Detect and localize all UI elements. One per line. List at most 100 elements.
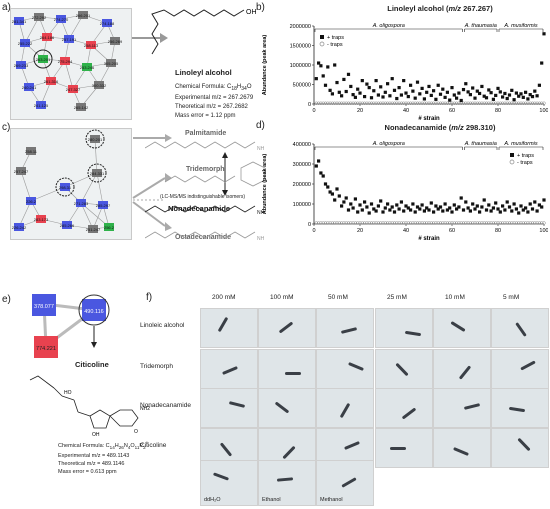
point-plus-traps — [314, 164, 318, 168]
species-label: A. thaumasia — [464, 141, 497, 147]
point-minus-traps — [411, 221, 415, 225]
point-plus-traps — [455, 96, 459, 100]
nh2-label-1: NH — [257, 146, 265, 152]
formula-sub2: 34 — [241, 86, 247, 93]
nematode — [278, 321, 294, 334]
point-plus-traps — [381, 210, 385, 214]
node-378 — [32, 294, 56, 316]
nematode — [517, 437, 531, 452]
point-minus-traps — [330, 221, 335, 225]
point-plus-traps — [475, 89, 479, 93]
point-plus-traps — [323, 83, 328, 87]
worm-micrograph — [375, 308, 433, 348]
point-minus-traps — [413, 101, 417, 105]
network-node — [36, 215, 46, 223]
label-490: 490.116 — [84, 309, 103, 315]
point-plus-traps — [480, 84, 484, 89]
point-plus-traps — [353, 197, 357, 201]
legend-marker-plus-traps — [320, 35, 324, 39]
network-node-label: 274.270 — [54, 17, 69, 22]
point-plus-traps — [333, 198, 337, 202]
point-minus-traps — [533, 101, 537, 105]
point-plus-traps — [351, 206, 355, 210]
point-minus-traps — [487, 221, 491, 225]
y-tick-label: 500000 — [293, 83, 311, 89]
candidate-structures: NH NH NH — [145, 141, 266, 242]
network-graph-a: 281.341 272.292 274.270 266.201 274.188 255.2… — [12, 11, 123, 111]
point-minus-traps — [413, 221, 417, 225]
point-plus-traps — [358, 203, 362, 207]
network-node — [90, 135, 100, 143]
network-node — [64, 35, 74, 43]
network-node-label: 258.113 — [84, 43, 99, 48]
point-plus-traps — [337, 194, 341, 198]
worm-image-grid: 200 mM 100 mM 50 mM 25 mM 10 mM 5 mM Linoleic … — [140, 292, 550, 507]
point-minus-traps — [431, 221, 436, 225]
point-plus-traps — [321, 174, 325, 178]
point-minus-traps — [314, 101, 318, 105]
network-node — [16, 61, 26, 69]
point-minus-traps — [323, 101, 328, 105]
point-minus-traps — [323, 221, 328, 225]
point-minus-traps — [441, 221, 445, 225]
point-plus-traps — [349, 84, 353, 89]
point-minus-traps — [360, 221, 364, 225]
point-minus-traps — [540, 221, 544, 225]
point-plus-traps — [429, 93, 433, 98]
formula-e-sub5: 2 — [143, 444, 146, 450]
point-plus-traps — [402, 79, 406, 83]
network-node — [106, 59, 116, 67]
worm-micrograph — [258, 308, 316, 348]
legend-label-minus-traps: - traps — [517, 160, 533, 166]
nematode — [228, 401, 246, 408]
point-minus-traps — [464, 221, 468, 225]
point-plus-traps — [503, 91, 507, 96]
point-plus-traps — [356, 210, 360, 214]
network-node — [88, 225, 98, 233]
point-minus-traps — [535, 101, 539, 105]
point-plus-traps — [432, 210, 436, 214]
point-minus-traps — [404, 101, 408, 105]
network-node-label: 283.173 — [34, 217, 49, 222]
network-node-label: 284.331 — [90, 171, 105, 176]
point-minus-traps — [517, 101, 521, 105]
chart-d-title-pre: Nonadecanamide ( — [384, 123, 452, 132]
point-plus-traps — [372, 207, 376, 211]
point-minus-traps — [402, 221, 406, 225]
control-label: ddH₂O — [204, 497, 221, 503]
point-minus-traps — [358, 221, 362, 225]
y-tick-label: 1500000 — [290, 44, 311, 50]
point-plus-traps — [411, 89, 415, 93]
formula-mid: H — [236, 84, 242, 90]
network-node-label: 247.327 — [66, 87, 81, 92]
control-label: Ethanol — [262, 497, 281, 503]
point-minus-traps — [434, 221, 438, 225]
worm-micrograph — [316, 308, 374, 348]
point-minus-traps — [367, 101, 371, 105]
point-plus-traps — [519, 92, 523, 96]
network-node — [76, 199, 86, 207]
point-minus-traps — [351, 221, 355, 225]
point-minus-traps — [388, 101, 392, 105]
point-plus-traps — [533, 89, 537, 93]
worm-micrograph — [258, 349, 316, 389]
point-plus-traps — [464, 82, 468, 86]
point-plus-traps — [448, 206, 452, 210]
point-plus-traps — [498, 210, 502, 214]
point-minus-traps — [314, 221, 318, 225]
point-minus-traps — [452, 101, 456, 105]
network-node — [36, 101, 46, 109]
point-minus-traps — [406, 101, 410, 105]
point-plus-traps — [466, 90, 470, 94]
point-plus-traps — [528, 93, 532, 97]
point-plus-traps — [349, 202, 353, 206]
network-node-label: 263.201 — [36, 57, 51, 62]
point-minus-traps — [464, 101, 468, 105]
network-node — [14, 17, 24, 25]
point-minus-traps — [356, 101, 360, 105]
point-minus-traps — [510, 101, 514, 105]
point-plus-traps — [473, 207, 477, 211]
network-node-label: 256.2 — [104, 225, 115, 230]
network-node-label: 257.247 — [14, 169, 29, 174]
point-minus-traps — [459, 221, 463, 225]
